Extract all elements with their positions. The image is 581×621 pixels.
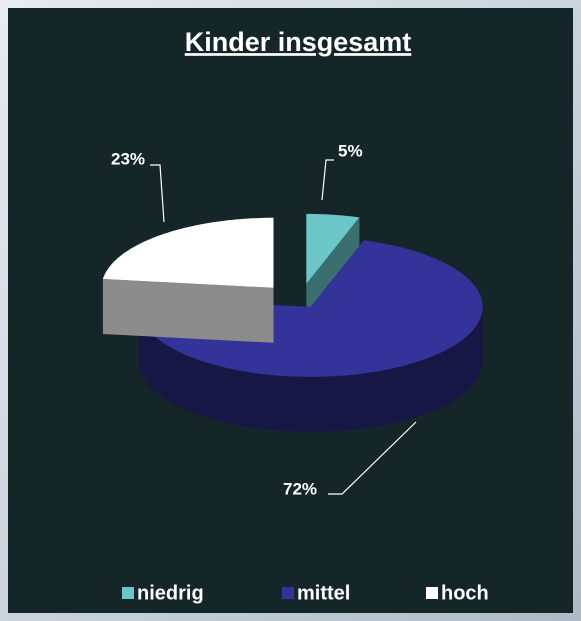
data-label: 23% bbox=[111, 149, 145, 168]
data-label: 5% bbox=[338, 141, 363, 160]
legend: niedrig mittel hoch bbox=[122, 582, 489, 604]
leader-line bbox=[150, 164, 165, 223]
legend-swatch bbox=[282, 587, 294, 599]
leader-line bbox=[321, 159, 334, 201]
legend-swatch bbox=[426, 587, 438, 599]
slice-top bbox=[306, 213, 360, 284]
legend-label: hoch bbox=[441, 582, 489, 604]
slice-side bbox=[138, 306, 483, 432]
slice-top bbox=[138, 240, 483, 377]
data-label: 72% bbox=[283, 479, 317, 498]
leader-line bbox=[328, 421, 417, 495]
pie bbox=[102, 213, 483, 432]
legend-label: niedrig bbox=[137, 582, 204, 604]
slice-side bbox=[102, 279, 274, 343]
pie-slice bbox=[102, 217, 274, 343]
chart-title: Kinder insgesamt bbox=[185, 27, 412, 57]
slice-top bbox=[102, 217, 274, 288]
legend-label: mittel bbox=[297, 582, 350, 604]
legend-swatch bbox=[122, 587, 134, 599]
